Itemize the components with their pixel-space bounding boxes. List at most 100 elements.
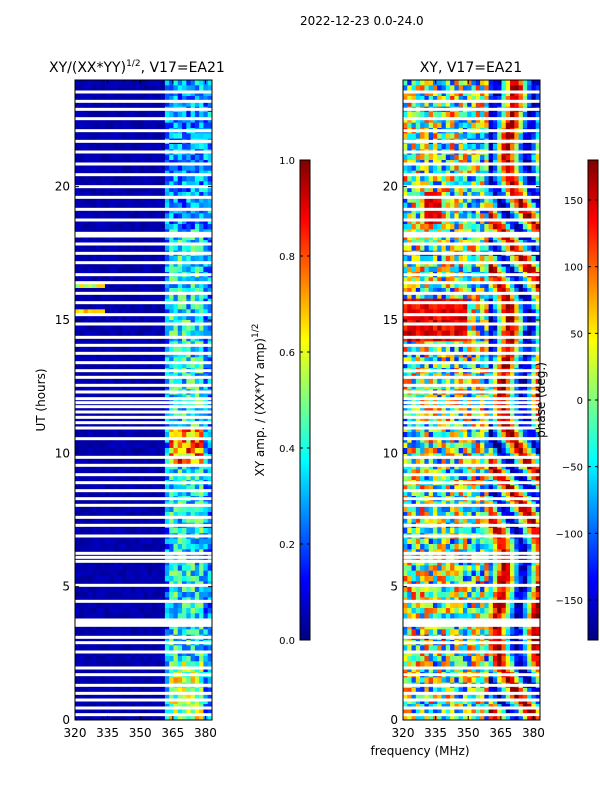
amp-cell (207, 133, 212, 140)
amp-cell (134, 181, 140, 188)
amp-cell (109, 485, 115, 492)
phase-cell (535, 192, 540, 198)
amp-cell (87, 544, 93, 550)
amp-cell (152, 357, 157, 364)
amp-cell (113, 234, 119, 241)
amp-cell (164, 437, 170, 444)
amp-cell (87, 677, 93, 684)
amp-cell (130, 266, 136, 273)
amp-cell (152, 384, 157, 390)
amp-cell (113, 176, 119, 182)
amp-cell (147, 560, 153, 566)
amp-cell (139, 688, 144, 694)
phase-cell (527, 90, 532, 97)
phase-cell (411, 85, 417, 92)
amp-cell (83, 245, 89, 252)
amp-cell (126, 218, 132, 225)
phase-cell (445, 96, 451, 102)
phase-cell (415, 197, 421, 204)
amp-cell (143, 624, 149, 630)
amp-cell (190, 85, 196, 92)
phase-cell (484, 181, 490, 188)
amp-cell (203, 538, 209, 545)
amp-cell (100, 506, 106, 513)
phase-cell (484, 186, 490, 193)
amp-cell (207, 197, 212, 204)
phase-cell (450, 181, 455, 188)
amp-cell (190, 293, 196, 300)
amp-cell (113, 650, 119, 657)
amp-cell (130, 560, 136, 566)
amp-cell (130, 154, 136, 161)
amp-cell (79, 186, 85, 193)
amp-gap (75, 90, 212, 94)
amp-cell (203, 688, 209, 694)
amp-cell (156, 538, 162, 545)
amp-cell (113, 133, 119, 140)
amp-cell (156, 464, 162, 470)
amp-cell (96, 85, 102, 92)
amp-cell (207, 85, 212, 92)
amp-cell (122, 80, 127, 86)
phase-cell (437, 101, 443, 108)
amp-cell (173, 469, 179, 476)
amp-cell (122, 362, 127, 369)
amp-cell (104, 288, 110, 294)
amp-cell (147, 256, 153, 262)
amp-cell (152, 234, 157, 241)
amp-cell (177, 448, 183, 454)
amp-ytick-label: 20 (55, 180, 70, 194)
amp-cell (186, 592, 192, 598)
amp-cell (109, 650, 115, 657)
phase-cell (471, 218, 477, 225)
phase-cell (437, 213, 443, 220)
amp-cell (186, 197, 192, 204)
amp-cell (75, 277, 80, 284)
amp-cell (92, 314, 97, 321)
phase-cell (462, 90, 468, 97)
amp-cell (83, 656, 89, 662)
amp-cell (194, 613, 200, 620)
amp-cell (126, 629, 132, 636)
amp-cell (186, 469, 192, 476)
amp-cell (79, 144, 85, 150)
amp-cell (164, 714, 170, 720)
amp-cell (79, 442, 85, 449)
amp-cell (109, 309, 115, 316)
amp-cell (130, 176, 136, 182)
phase-cell (518, 122, 524, 129)
amp-cell (87, 512, 93, 518)
phase-cell (510, 202, 515, 209)
amp-cell (113, 592, 119, 598)
phase-cell (471, 224, 477, 230)
amp-cell (122, 336, 127, 342)
amp-gap (75, 463, 212, 467)
amp-cell (199, 426, 204, 433)
phase-cell (420, 218, 425, 225)
amp-cell (100, 90, 106, 97)
amp-cell (117, 336, 123, 342)
phase-cell (428, 101, 434, 108)
amp-cell (79, 528, 85, 534)
amp-cell (164, 629, 170, 636)
phase-cell (480, 117, 485, 124)
phase-cell (467, 80, 472, 86)
phase-cell (432, 181, 438, 188)
amp-cell (122, 666, 127, 673)
amp-cell (126, 202, 132, 209)
amp-cell (122, 613, 127, 620)
amp-cell (199, 565, 204, 572)
amp-cell (100, 666, 106, 673)
amp-cell (169, 325, 174, 332)
amp-cell (104, 218, 110, 225)
phase-cell (497, 218, 502, 225)
amp-cell (126, 613, 132, 620)
amp-cell (152, 224, 157, 230)
amp-cell (186, 101, 192, 108)
amp-cell (113, 304, 119, 310)
phase-cell (484, 208, 490, 214)
phase-cell (492, 133, 498, 140)
amp-cell (186, 709, 192, 716)
amp-cell (169, 592, 174, 598)
amp-cell (147, 469, 153, 476)
